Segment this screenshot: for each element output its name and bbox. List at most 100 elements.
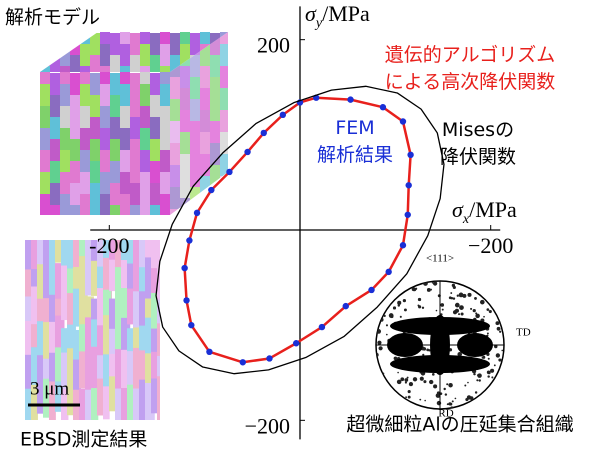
grain [151,292,159,342]
grain [220,154,228,176]
grain [80,106,90,128]
pole-dot [400,404,404,409]
x-tick-label: −200 [468,233,513,258]
legend-line: による高次降伏関数 [385,71,555,93]
grain [180,154,190,176]
grain [120,194,130,215]
grain [220,32,228,44]
pole-dot [476,379,479,382]
pole-dot [500,382,504,386]
grain [170,77,180,99]
grain [210,55,220,77]
data-point [399,242,407,249]
grain [160,172,170,194]
grain [139,291,147,339]
grain [97,355,105,402]
grain [37,378,46,414]
pole-dot [473,372,476,376]
grain [50,117,60,139]
grain [67,324,76,364]
y-axis-label-part: /MPa [322,1,370,26]
grain [120,172,130,194]
model-label: 解析モデル [5,7,100,29]
grain [100,32,110,44]
x-axis-label-part: /MPa [469,197,517,222]
grain [220,88,228,110]
pole-dot [432,281,438,286]
data-point [188,321,195,329]
grain [160,44,170,66]
grain [70,117,80,139]
grain [157,299,160,336]
pole-dot [467,381,469,384]
pole-dot [377,340,382,345]
grain [40,128,50,150]
grain [130,117,140,139]
pole-dot [440,303,445,307]
grain [160,66,170,72]
data-point [399,118,407,125]
grain [157,355,160,396]
pole-dot [451,400,454,403]
grain [210,143,220,165]
pole-dot [382,305,385,308]
data-point [347,96,354,103]
grain [70,95,80,117]
grain [100,128,110,150]
grain [49,321,56,362]
grain [150,183,160,205]
pole-dot [487,296,490,299]
grain [145,382,155,420]
grain [133,257,140,296]
pole-dot [477,374,479,377]
grain [60,84,70,106]
grain [50,139,60,161]
data-point [260,129,267,137]
grain [90,95,100,117]
grain [140,128,150,150]
pole-dot [454,308,460,313]
pole-dot [448,382,453,388]
grain [190,121,200,143]
grain [170,187,180,209]
grain [210,209,220,215]
grain [160,150,170,172]
grain [121,317,131,358]
grain [79,256,86,293]
grain [121,349,128,395]
grain [91,298,99,330]
pole-dot [381,391,386,396]
x-axis-label-part: σ [452,197,464,222]
grain [97,240,107,281]
pole-dot [408,381,414,387]
pole-dot [472,308,476,313]
legend-line: FEM [335,117,374,139]
pole-dot [397,371,399,374]
y-axis-label-part: σ [305,1,317,26]
grain [130,73,140,95]
grain [31,286,38,325]
legend-line: 解析結果 [317,144,393,166]
grain [170,33,180,55]
y-tick-label: 200 [257,33,290,58]
grain [139,267,149,298]
pole-dot [491,403,493,406]
grain [90,139,100,161]
grain [210,121,220,143]
pole-dot [482,355,486,359]
grain [73,359,81,399]
grain [115,240,122,282]
grain [110,205,120,215]
pole-dot [496,326,501,331]
grain [151,268,158,314]
grain [110,55,120,72]
pole-dot [495,353,501,358]
grain [25,354,33,403]
pole-dot [458,292,464,298]
pole-dot [441,308,444,311]
pole-dot [468,403,472,408]
grain [190,99,200,121]
grain [90,205,100,215]
pole-dot [436,391,441,395]
grain [85,240,92,263]
